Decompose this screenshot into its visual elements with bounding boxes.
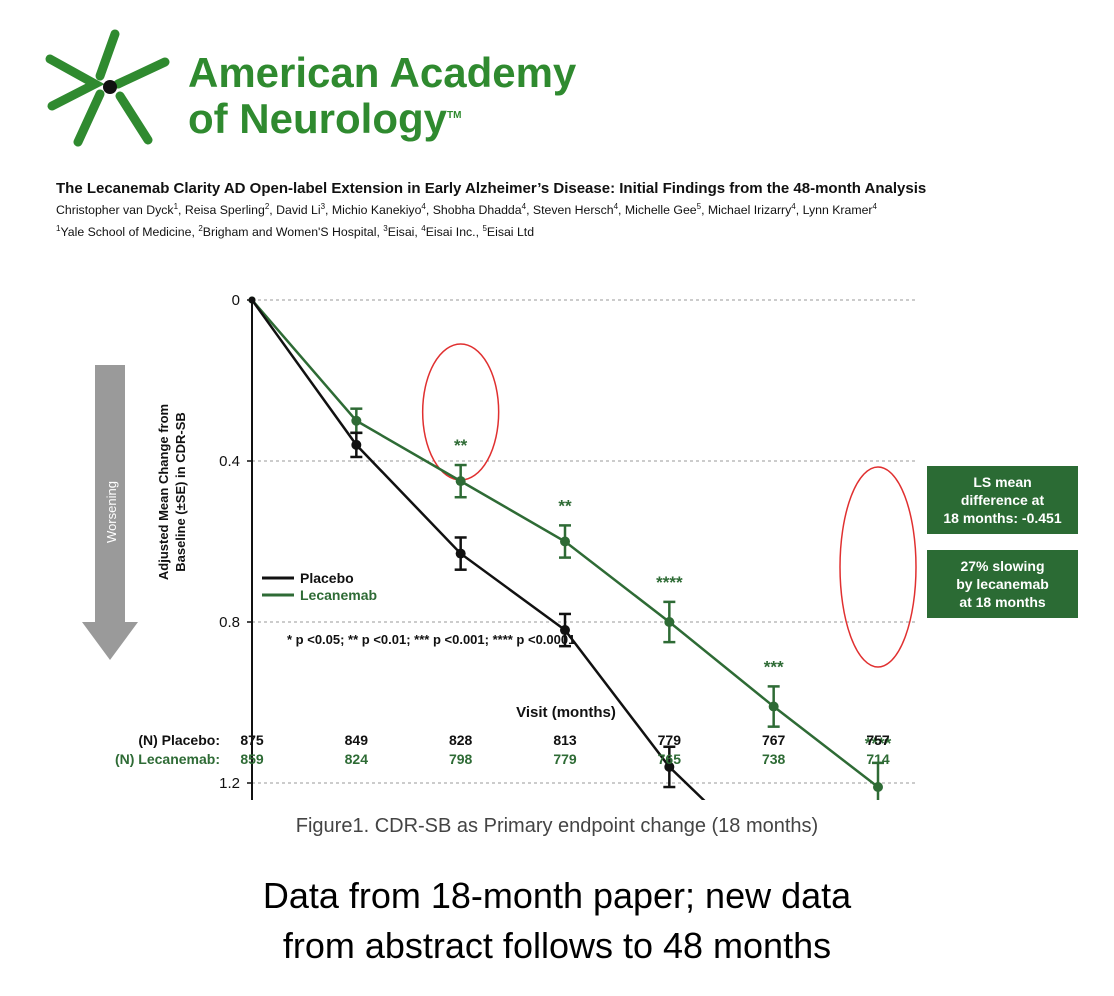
highlight-ellipse — [839, 466, 917, 668]
n-placebo-value: 757 — [866, 732, 890, 748]
n-lecanemab-value: 714 — [866, 751, 890, 767]
n-placebo-value: 813 — [553, 732, 577, 748]
note-line1: Data from 18-month paper; new data — [262, 875, 852, 916]
author-name: Michael Irizarry — [707, 203, 792, 218]
lecanemab-point — [664, 617, 675, 627]
y-tick-label: 0.8 — [219, 614, 240, 631]
y-tick-label: 0.4 — [219, 453, 240, 470]
note-line2: from abstract follows to 48 months — [282, 925, 832, 966]
x-axis-label: Visit (months) — [516, 704, 616, 721]
ls-mean-difference-box: LS mean difference at 18 months: -0.451 — [927, 466, 1078, 534]
significance-stars: **** — [865, 734, 892, 753]
author-name: Lynn Kramer — [802, 203, 873, 218]
significance-layer: *************** — [454, 436, 892, 753]
affiliation-name: Eisai Ltd — [486, 225, 535, 240]
author-affiliation-index: 4 — [613, 202, 619, 211]
n-placebo-value: 779 — [658, 732, 682, 748]
lecanemab-point — [560, 536, 570, 547]
affiliation-index: 5 — [482, 224, 487, 233]
lecanemab-point — [455, 476, 466, 487]
org-name-line1: American Academy — [188, 49, 577, 96]
placebo-point — [664, 761, 675, 772]
slowing-box: 27% slowing by lecanemab at 18 months — [927, 550, 1078, 618]
affiliation-index: 1 — [56, 224, 61, 233]
n-lecanemab-value: 824 — [345, 751, 369, 767]
placebo-point — [560, 625, 570, 636]
affiliation-index: 4 — [421, 224, 426, 233]
poster-authors: Christopher van Dyck1, Reisa Sperling2, … — [56, 202, 877, 218]
significance-note: * p <0.05; ** p <0.01; *** p <0.001; ***… — [287, 632, 575, 647]
org-name-line2-text: of Neurology — [188, 95, 447, 142]
n-lecanemab-value: 859 — [240, 751, 264, 767]
poster-affiliations: 1Yale School of Medicine, 2Brigham and W… — [56, 224, 535, 240]
author-name: Shobha Dhadda — [432, 203, 522, 218]
axis-layer: 00.40.81.21.60369121518 — [219, 292, 253, 800]
author-affiliation-index: 1 — [173, 202, 179, 211]
poster-title: The Lecanemab Clarity AD Open-label Exte… — [56, 180, 927, 197]
n-at-risk-table: (N) Placebo: (N) Lecanemab: 875 849 828 813… — [115, 732, 890, 767]
y-axis-label-line1: Adjusted Mean Change from — [156, 404, 171, 580]
worsening-arrow: Worsening — [82, 365, 138, 660]
trademark-mark: TM — [447, 110, 462, 121]
y-tick-label: 1.2 — [219, 775, 240, 792]
affiliation-name: Eisai Inc. — [425, 225, 476, 240]
significance-stars: **** — [656, 573, 683, 592]
y-tick-label: 0 — [232, 292, 240, 309]
lecanemab-point — [768, 701, 779, 712]
n-lecanemab-value: 738 — [762, 751, 786, 767]
author-name: David Li — [276, 203, 321, 218]
author-affiliation-index: 2 — [264, 202, 270, 211]
n-placebo-value: 767 — [762, 732, 786, 748]
significance-stars: ** — [454, 436, 468, 455]
n-lecanemab-label: (N) Lecanemab: — [115, 751, 220, 767]
n-placebo-value: 875 — [240, 732, 264, 748]
significance-stars: *** — [764, 657, 784, 676]
author-name: Christopher van Dyck — [56, 203, 174, 218]
author-affiliation-index: 4 — [521, 202, 527, 211]
y-axis-label-line2: Baseline (±SE) in CDR-SB — [173, 412, 188, 572]
placebo-point — [351, 439, 362, 450]
lecanemab-point — [873, 782, 883, 793]
n-lecanemab-value: 798 — [449, 751, 473, 767]
author-affiliation-index: 3 — [320, 202, 326, 211]
grid-layer — [252, 299, 915, 784]
author-affiliation-index: 4 — [791, 202, 796, 211]
affiliation-name: Eisai — [387, 225, 415, 240]
placebo-point — [455, 548, 466, 559]
author-name: Michelle Gee — [624, 203, 697, 218]
cdr-sb-chart: Worsening Adjusted Mean Change from Base… — [82, 292, 917, 800]
worsening-label: Worsening — [104, 481, 119, 543]
affiliation-name: Yale School of Medicine — [60, 225, 192, 240]
affiliation-name: Brigham and Women'S Hospital — [202, 225, 377, 240]
author-affiliation-index: 5 — [696, 202, 702, 211]
aan-starburst-icon — [45, 29, 170, 147]
n-lecanemab-value: 779 — [553, 751, 577, 767]
author-affiliation-index: 4 — [421, 202, 426, 211]
n-placebo-value: 828 — [449, 732, 473, 748]
n-lecanemab-value: 765 — [658, 751, 682, 767]
legend-placebo: Placebo — [300, 570, 354, 586]
placebo-point — [248, 296, 256, 304]
author-name: Steven Hersch — [532, 203, 614, 218]
author-name: Michio Kanekiyo — [331, 203, 422, 218]
org-name-line2: of NeurologyTM — [188, 98, 461, 140]
series-layer — [248, 296, 884, 800]
lecanemab-point — [351, 415, 362, 426]
highlight-ellipse — [421, 343, 500, 481]
legend: Placebo Lecanemab — [262, 570, 377, 603]
figure-caption: Figure1. CDR-SB as Primary endpoint chan… — [295, 815, 819, 837]
affiliation-index: 3 — [383, 224, 388, 233]
affiliation-index: 2 — [198, 224, 203, 233]
author-affiliation-index: 4 — [872, 202, 877, 211]
significance-stars: ** — [558, 496, 572, 515]
n-placebo-value: 849 — [345, 732, 369, 748]
n-placebo-label: (N) Placebo: — [138, 732, 220, 748]
legend-lecanemab: Lecanemab — [300, 587, 377, 603]
author-name: Reisa Sperling — [184, 203, 265, 218]
